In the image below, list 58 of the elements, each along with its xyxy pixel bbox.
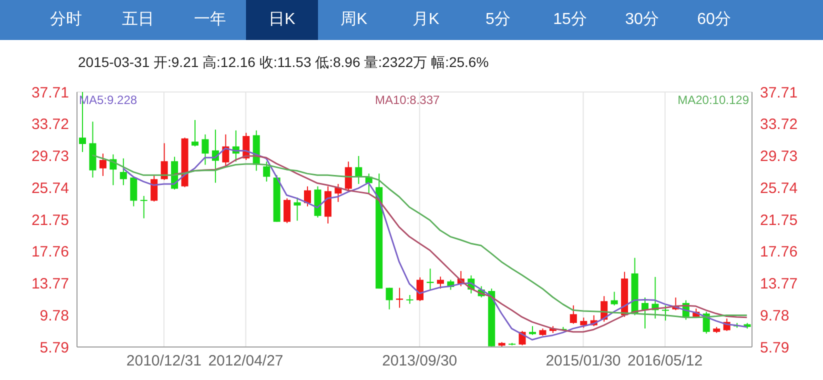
y-tick-label: 17.76 [31, 244, 69, 261]
candlestick [304, 186, 311, 207]
candlestick [580, 317, 588, 328]
candlestick [355, 155, 362, 184]
candlestick [436, 276, 444, 290]
text: 日K [246, 0, 318, 40]
text: MA20:10.129 [678, 93, 749, 107]
y2-tick-label: 25.74 [760, 180, 798, 197]
y-tick-label: 13.77 [31, 276, 69, 293]
x-tick-label: 2012/04/27 [208, 352, 284, 370]
text: 周K [340, 10, 368, 30]
candlestick [160, 142, 168, 180]
y2-tick-label: 5.79 [760, 339, 790, 356]
text: 月K [412, 10, 440, 30]
candlestick [130, 177, 138, 207]
y2-tick-label: 13.77 [760, 276, 798, 293]
candlestick [294, 197, 301, 222]
chart-subtitle: 2015-03-31 开:9.21 高:12.16 收:11.53 低:8.96 量:2322万 幅:25.6% [78, 54, 489, 72]
candlestick [202, 134, 209, 166]
y-tick-label: 29.73 [31, 148, 69, 166]
y2-tick-label: 29.73 [760, 148, 798, 166]
text: 15分 [552, 10, 588, 30]
x-tick-label: 2010/12/31 [126, 352, 202, 370]
y-tick-label: 9.78 [40, 307, 69, 324]
text: 五日 [121, 10, 155, 30]
text: 一年 [193, 10, 227, 30]
candlestick [610, 291, 618, 306]
text: MA10:8.337 [374, 93, 440, 107]
y2-tick-label: 33.72 [760, 116, 798, 134]
text: 5分 [484, 10, 512, 30]
candlestick [120, 158, 127, 186]
candlestick [662, 304, 669, 322]
y-tick-label: 37.71 [31, 84, 69, 102]
y2-tick-label: 37.71 [760, 84, 798, 102]
candlestick [284, 198, 291, 224]
y-tick-label: 25.74 [31, 180, 69, 197]
candlestick [570, 304, 577, 324]
candlestick [416, 276, 424, 302]
x-tick-label: 2015/01/30 [546, 352, 621, 370]
candlestick [396, 287, 404, 308]
candlestick [99, 153, 106, 176]
x-tick-label: 2013/09/30 [382, 352, 458, 370]
candlestick [140, 195, 148, 219]
x-tick-label: 2016/05/12 [628, 352, 703, 370]
text: 分时 [49, 10, 83, 30]
y2-tick-label: 9.78 [760, 307, 790, 324]
text: 30分 [624, 10, 660, 30]
candlestick [192, 120, 198, 147]
candlestick [386, 287, 393, 310]
candlestick [150, 174, 158, 202]
y-tick-label: 33.72 [31, 116, 69, 134]
text: 60分 [696, 10, 732, 30]
candlestick [263, 161, 270, 182]
candlestick [406, 294, 414, 304]
y-tick-label: 21.75 [31, 212, 69, 229]
y2-tick-label: 17.76 [760, 244, 798, 261]
y-tick-label: 5.79 [40, 339, 69, 356]
y2-tick-label: 21.75 [760, 212, 798, 229]
